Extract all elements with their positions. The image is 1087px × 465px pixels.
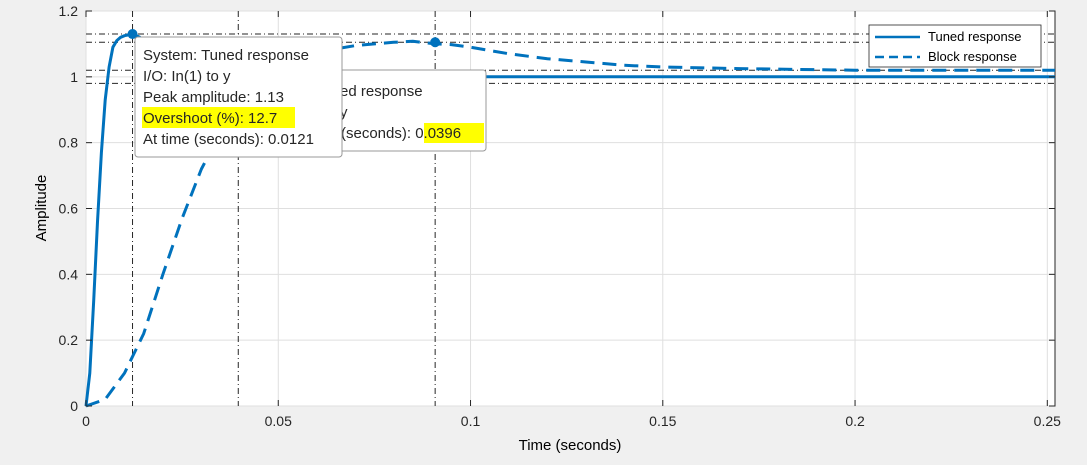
legend-label-tuned: Tuned response [928,29,1021,44]
datatip-highlight [424,123,484,143]
y-tick-label: 1.2 [59,3,79,19]
datatip-line: I/O: In(1) to y [143,68,231,85]
x-tick-label: 0.15 [649,413,676,429]
legend-label-block: Block response [928,49,1017,64]
legend[interactable]: Tuned response Block response [868,24,1042,68]
x-axis-ticks: 0 0.05 0.1 0.15 0.2 0.25 [82,11,1061,429]
x-tick-label: 0.25 [1034,413,1061,429]
marker-layer [127,29,441,48]
legend-box [868,24,1042,68]
datatip-line: y [340,104,348,121]
y-tick-label: 0.2 [59,332,79,348]
peak-marker [430,37,441,48]
x-axis-label: Time (seconds) [519,437,622,454]
datatip-line: (seconds): 0.0396 [341,125,461,142]
x-tick-label: 0 [82,413,90,429]
datatip-line: Peak amplitude: 1.13 [143,89,284,106]
x-tick-label: 0.2 [845,413,865,429]
y-tick-label: 1 [70,69,78,85]
y-tick-label: 0.4 [59,266,79,282]
x-tick-label: 0.05 [265,413,292,429]
y-axis-ticks: 0 0.2 0.4 0.6 0.8 1 1.2 [59,3,1055,414]
datatip-block-response[interactable]: ed response y (seconds): 0.0396 [299,69,487,152]
x-tick-label: 0.1 [461,413,481,429]
series-line-block-response [85,39,1055,408]
y-axis-label: Amplitude [33,175,50,242]
peak-marker [127,29,138,40]
y-tick-label: 0 [70,398,78,414]
datatip-line: System: Tuned response [143,47,309,64]
datatip-tuned-response[interactable]: System: Tuned response I/O: In(1) to y P… [134,36,343,158]
datatip-line: ed response [340,83,423,100]
y-tick-label: 0.8 [59,135,79,151]
datatip-highlight [142,107,295,128]
y-tick-label: 0.6 [59,201,79,217]
datatip-line: Overshoot (%): 12.7 [143,110,277,127]
datatip-line: At time (seconds): 0.0121 [143,131,314,148]
